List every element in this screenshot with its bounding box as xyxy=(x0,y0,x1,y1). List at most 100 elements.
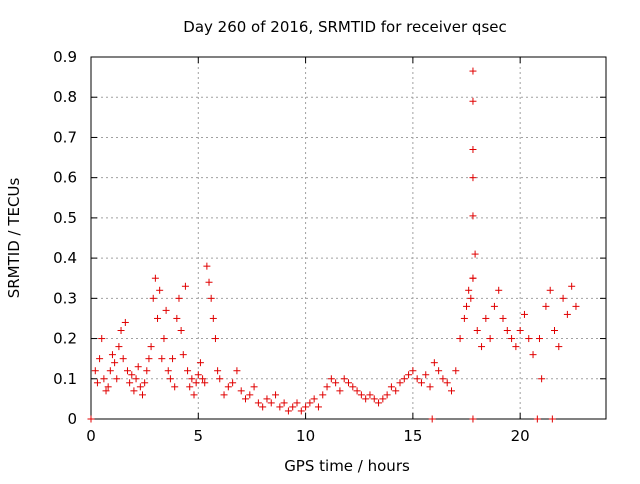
data-point xyxy=(435,367,443,375)
data-point xyxy=(512,343,520,351)
plot-frame xyxy=(90,56,607,420)
data-point xyxy=(469,97,477,105)
data-point xyxy=(383,391,391,399)
data-point xyxy=(499,314,507,322)
data-point xyxy=(136,383,144,391)
data-point xyxy=(216,375,224,383)
data-point xyxy=(100,375,108,383)
x-tick-label: 5 xyxy=(194,427,204,445)
data-point xyxy=(310,395,318,403)
data-point xyxy=(529,351,537,359)
data-point xyxy=(201,379,209,387)
y-tick-label: 0.5 xyxy=(53,209,77,227)
data-point xyxy=(448,387,455,395)
data-point xyxy=(209,314,217,322)
x-tick-label: 15 xyxy=(403,427,422,445)
y-tick-label: 0.4 xyxy=(53,249,77,267)
data-point xyxy=(121,318,129,326)
y-axis-label: SRMTID / TECUs xyxy=(5,178,23,299)
x-axis-label: GPS time / hours xyxy=(284,457,410,475)
data-point xyxy=(98,335,106,343)
data-point xyxy=(409,367,417,375)
data-point xyxy=(486,335,494,343)
data-point xyxy=(132,375,140,383)
data-point xyxy=(192,379,200,387)
data-point xyxy=(551,327,558,335)
data-point xyxy=(111,359,119,367)
data-point xyxy=(463,302,471,310)
data-point xyxy=(422,371,430,379)
data-point xyxy=(533,415,541,423)
data-point xyxy=(224,383,232,391)
data-point xyxy=(559,294,567,302)
data-point xyxy=(211,335,219,343)
data-point xyxy=(284,407,292,415)
data-point xyxy=(203,262,211,270)
data-point xyxy=(139,391,146,399)
data-point xyxy=(366,391,374,399)
data-point xyxy=(503,327,511,335)
data-point xyxy=(375,399,383,407)
data-point xyxy=(443,379,451,387)
data-point xyxy=(254,399,262,407)
data-point xyxy=(555,343,563,351)
y-tick-label: 0.6 xyxy=(53,169,77,187)
data-point xyxy=(263,395,271,403)
data-point xyxy=(237,387,245,395)
data-point xyxy=(387,383,395,391)
data-point xyxy=(469,174,477,182)
data-point xyxy=(158,355,166,363)
data-point xyxy=(141,379,149,387)
data-point xyxy=(160,335,168,343)
data-point xyxy=(177,327,185,335)
data-point xyxy=(190,391,198,399)
data-point xyxy=(525,335,533,343)
data-point xyxy=(353,387,361,395)
data-point xyxy=(179,351,187,359)
data-point xyxy=(469,146,477,154)
data-point xyxy=(306,399,314,407)
data-point xyxy=(302,403,310,411)
y-tick-label: 0.3 xyxy=(53,289,77,307)
data-point xyxy=(568,282,576,290)
data-point xyxy=(314,403,322,411)
data-point xyxy=(242,395,249,403)
data-point xyxy=(508,335,516,343)
data-point xyxy=(548,415,556,423)
data-series xyxy=(87,67,580,423)
data-point xyxy=(379,395,387,403)
data-point xyxy=(465,286,473,294)
data-point xyxy=(452,367,460,375)
data-point xyxy=(469,274,477,282)
data-point xyxy=(469,415,477,423)
data-point xyxy=(546,286,554,294)
data-point xyxy=(188,375,196,383)
data-point xyxy=(93,379,101,387)
data-point xyxy=(572,302,580,310)
data-point xyxy=(207,294,215,302)
data-point xyxy=(392,387,400,395)
data-point xyxy=(119,355,127,363)
data-point xyxy=(156,286,164,294)
x-tick-label: 10 xyxy=(296,427,315,445)
y-tick-label: 0.7 xyxy=(53,128,77,146)
data-point xyxy=(246,391,254,399)
data-point xyxy=(214,367,222,375)
data-point xyxy=(400,375,408,383)
data-point xyxy=(276,403,284,411)
data-point xyxy=(164,367,172,375)
data-point xyxy=(327,375,335,383)
data-point xyxy=(362,395,370,403)
data-point xyxy=(471,250,479,258)
data-point xyxy=(173,314,181,322)
data-point xyxy=(349,383,357,391)
data-point xyxy=(166,375,174,383)
data-point xyxy=(439,375,447,383)
data-point xyxy=(345,379,352,387)
data-point xyxy=(413,375,421,383)
data-point xyxy=(196,359,204,367)
data-point xyxy=(91,367,99,375)
data-point xyxy=(323,383,331,391)
data-point xyxy=(469,67,477,75)
